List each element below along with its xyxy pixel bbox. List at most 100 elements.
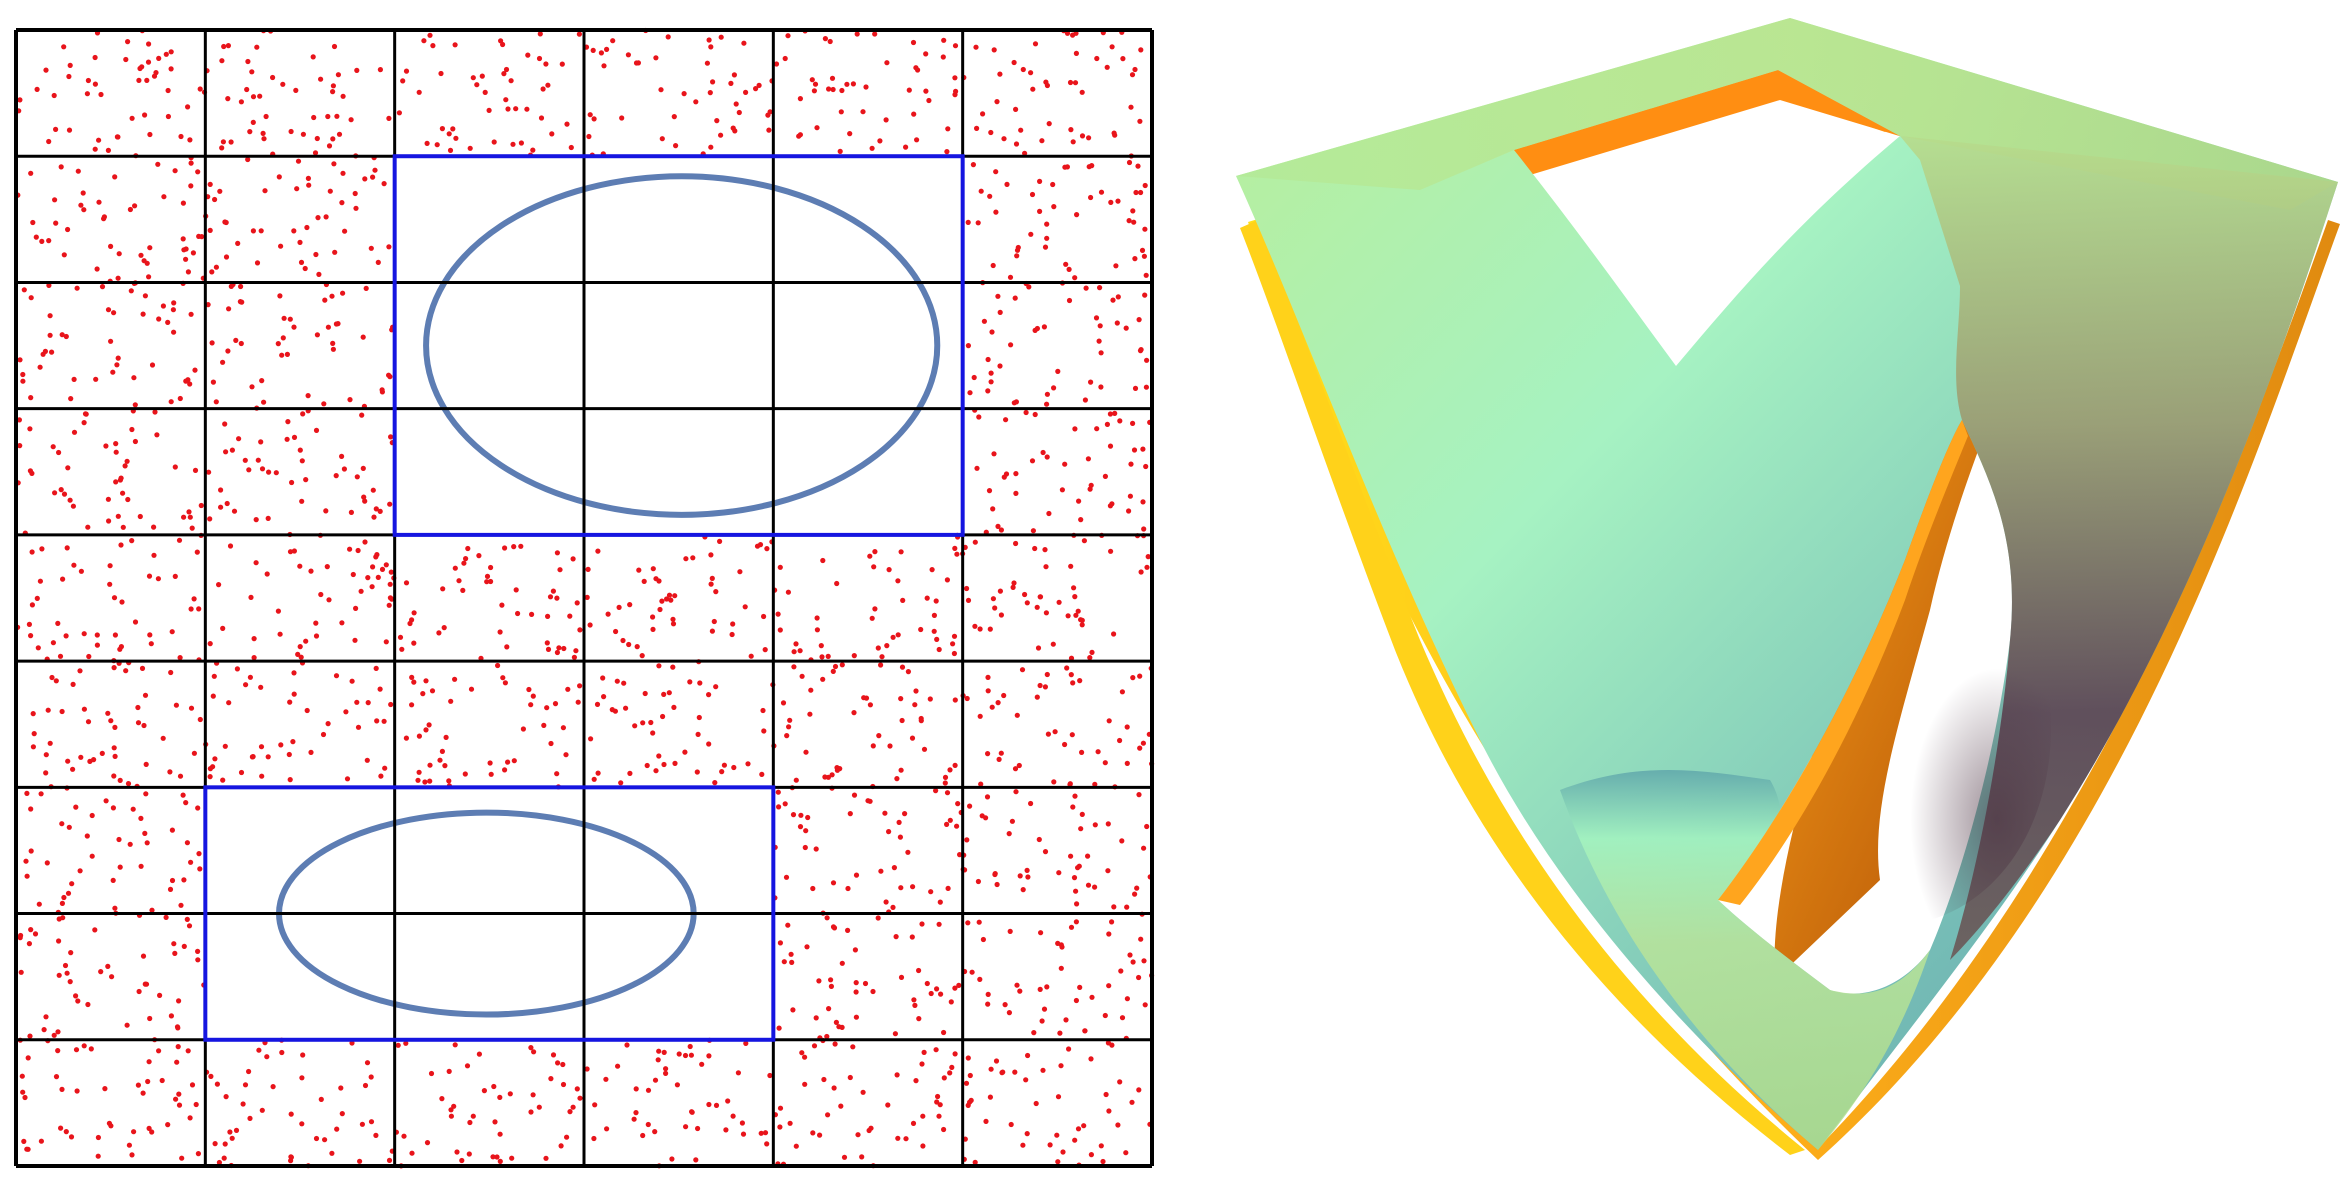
random-point: [37, 902, 42, 907]
random-point: [910, 736, 915, 741]
random-point: [653, 1078, 658, 1083]
random-point: [839, 88, 844, 93]
random-point: [95, 266, 100, 271]
random-point: [994, 1058, 999, 1063]
random-point: [667, 690, 672, 695]
random-point: [834, 1020, 839, 1025]
random-point: [785, 33, 790, 38]
random-point: [1070, 732, 1075, 737]
random-point: [181, 793, 186, 798]
random-point: [86, 78, 91, 83]
random-point: [53, 221, 58, 226]
random-point: [1100, 1159, 1105, 1164]
random-point: [308, 569, 313, 574]
random-point: [945, 790, 950, 795]
random-point: [1086, 456, 1091, 461]
random-point: [952, 651, 957, 656]
random-point: [902, 811, 907, 816]
random-point: [1043, 684, 1048, 689]
random-point: [106, 307, 111, 312]
random-point: [717, 539, 722, 544]
random-point: [93, 82, 98, 87]
random-point: [278, 742, 283, 747]
random-point: [382, 181, 387, 186]
random-point: [127, 1143, 132, 1148]
random-point: [357, 1159, 362, 1164]
random-point: [788, 1121, 793, 1126]
random-point: [710, 79, 715, 84]
random-point: [225, 96, 230, 101]
random-point: [884, 643, 889, 648]
random-point: [241, 1101, 246, 1106]
random-point: [465, 1063, 470, 1068]
random-point: [690, 555, 695, 560]
random-point: [974, 466, 979, 471]
random-point: [934, 598, 939, 603]
random-point: [265, 571, 270, 576]
random-point: [656, 1057, 661, 1062]
random-point: [1089, 995, 1094, 1000]
random-point: [68, 498, 73, 503]
random-point: [108, 1123, 113, 1128]
random-point: [245, 59, 250, 64]
random-point: [989, 329, 994, 334]
random-point: [463, 556, 468, 561]
random-point: [1045, 672, 1050, 677]
random-point: [444, 735, 449, 740]
random-point: [1000, 1070, 1005, 1075]
random-point: [105, 964, 110, 969]
random-point: [218, 505, 223, 510]
random-point: [171, 941, 176, 946]
random-point: [374, 718, 379, 723]
random-point: [670, 617, 675, 622]
random-point: [743, 90, 748, 95]
random-point: [425, 1140, 430, 1145]
random-point: [1003, 417, 1008, 422]
random-point: [973, 540, 978, 545]
random-point: [913, 1078, 918, 1083]
random-point: [66, 891, 71, 896]
random-point: [825, 915, 830, 920]
random-point: [326, 597, 331, 602]
random-point: [488, 760, 493, 765]
random-point: [802, 1082, 807, 1087]
random-point: [209, 269, 214, 274]
random-point: [599, 50, 604, 55]
random-point: [1132, 447, 1137, 452]
random-point: [208, 774, 213, 779]
random-point: [75, 1088, 80, 1093]
random-point: [907, 88, 912, 93]
random-point: [64, 633, 69, 638]
random-point: [831, 669, 836, 674]
random-point: [404, 736, 409, 741]
random-point: [1051, 642, 1056, 647]
random-point: [821, 1077, 826, 1082]
random-point: [151, 553, 156, 558]
random-point: [661, 762, 666, 767]
random-point: [1141, 958, 1146, 963]
random-point: [1001, 136, 1006, 141]
random-point: [916, 1016, 921, 1021]
random-point: [33, 931, 38, 936]
random-point: [953, 763, 958, 768]
random-point: [986, 688, 991, 693]
random-point: [610, 38, 615, 43]
random-point: [453, 136, 458, 141]
random-point: [96, 1135, 101, 1140]
random-point: [1140, 447, 1145, 452]
random-point: [728, 81, 733, 86]
random-point: [447, 1069, 452, 1074]
random-point: [177, 1103, 182, 1108]
random-point: [826, 654, 831, 659]
random-point: [111, 310, 116, 315]
random-point: [986, 357, 991, 362]
random-point: [509, 1156, 514, 1161]
random-point: [1037, 209, 1042, 214]
random-point: [217, 189, 222, 194]
random-point: [1127, 952, 1132, 957]
random-point: [415, 778, 420, 783]
random-point: [613, 709, 618, 714]
random-point: [417, 90, 422, 95]
random-point: [104, 798, 109, 803]
random-point: [189, 161, 194, 166]
